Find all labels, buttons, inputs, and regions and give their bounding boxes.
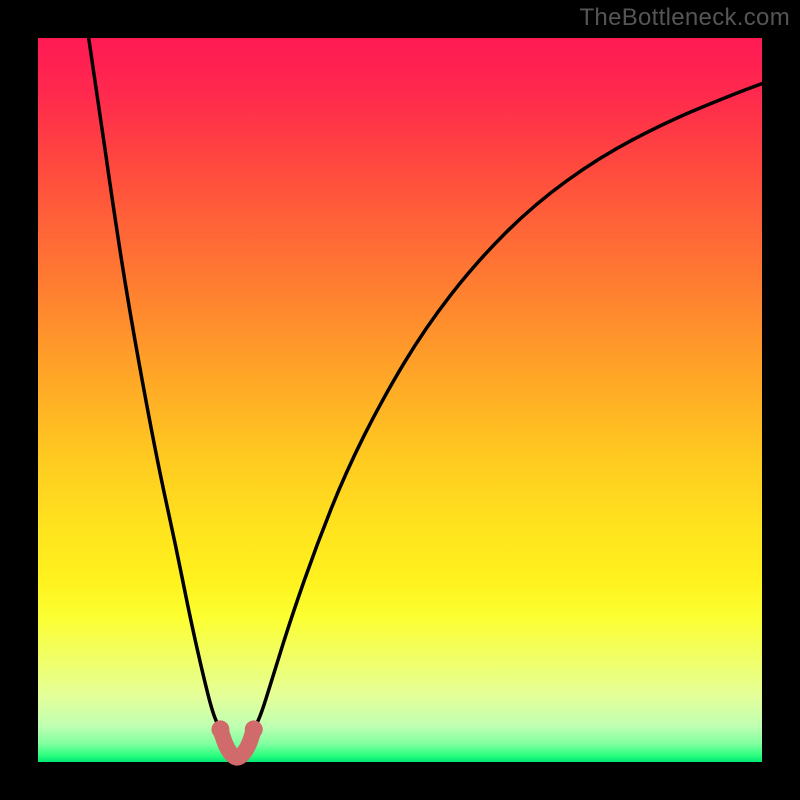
bottleneck-chart: TheBottleneck.com (0, 0, 800, 800)
highlight-dot (245, 720, 263, 738)
chart-svg (0, 0, 800, 800)
highlight-dot (211, 720, 229, 738)
watermark-text: TheBottleneck.com (579, 4, 790, 32)
